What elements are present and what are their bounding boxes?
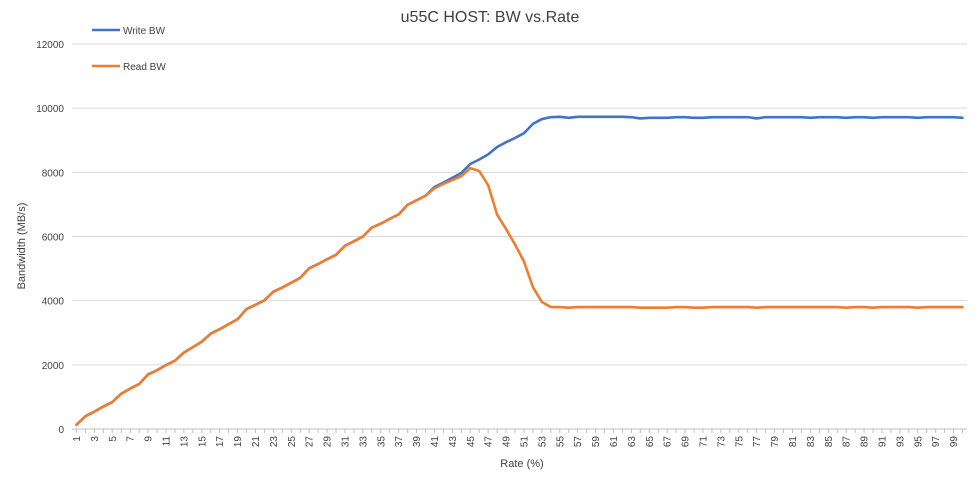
x-tick-label: 75 bbox=[734, 436, 745, 448]
chart-title: u55C HOST: BW vs.Rate bbox=[401, 9, 580, 26]
y-tick-label: 2000 bbox=[42, 361, 65, 372]
x-tick-label: 9 bbox=[144, 436, 155, 442]
x-tick-label: 87 bbox=[842, 436, 853, 448]
x-tick-label: 49 bbox=[502, 436, 513, 448]
x-tick-label: 27 bbox=[305, 436, 316, 448]
x-tick-label: 37 bbox=[394, 436, 405, 448]
x-tick-label: 47 bbox=[484, 436, 495, 448]
x-tick-label: 67 bbox=[663, 436, 674, 448]
y-tick-label: 8000 bbox=[42, 168, 65, 179]
x-tick-label: 53 bbox=[537, 436, 548, 448]
x-tick-label: 7 bbox=[126, 436, 137, 442]
x-tick-label: 59 bbox=[591, 436, 602, 448]
x-tick-label: 69 bbox=[681, 436, 692, 448]
x-tick-label: 1 bbox=[72, 436, 83, 442]
y-tick-label: 10000 bbox=[36, 104, 64, 115]
y-tick-label: 12000 bbox=[36, 40, 64, 51]
series-line-write-bw bbox=[75, 115, 964, 427]
x-tick-label: 51 bbox=[519, 436, 530, 448]
x-tick-label: 83 bbox=[806, 436, 817, 448]
x-tick-label: 57 bbox=[573, 436, 584, 448]
x-axis-label: Rate (%) bbox=[500, 458, 543, 470]
x-tick-label: 93 bbox=[895, 436, 906, 448]
x-tick-label: 39 bbox=[412, 436, 423, 448]
y-tick-label: 4000 bbox=[42, 297, 65, 308]
x-tick-label: 73 bbox=[716, 436, 727, 448]
x-tick-label: 95 bbox=[913, 436, 924, 448]
x-tick-label: 71 bbox=[698, 436, 709, 448]
y-axis-label: Bandwidth (MB/s) bbox=[16, 203, 28, 290]
x-tick-label: 41 bbox=[430, 436, 441, 448]
series-line-read-bw bbox=[75, 166, 964, 427]
x-tick-label: 45 bbox=[466, 436, 477, 448]
x-tick-label: 21 bbox=[251, 436, 262, 448]
x-tick-label: 89 bbox=[860, 436, 871, 448]
x-tick-label: 91 bbox=[877, 436, 888, 448]
x-tick-label: 63 bbox=[627, 436, 638, 448]
legend-label: Write BW bbox=[123, 26, 166, 37]
y-tick-labels: 0 2000 4000 6000 8000 10000 12000 bbox=[36, 40, 64, 436]
x-tick-label: 13 bbox=[179, 436, 190, 448]
series-lines bbox=[75, 115, 964, 427]
x-tick-label: 61 bbox=[609, 436, 620, 448]
x-tick-label: 77 bbox=[752, 436, 763, 448]
x-tick-label: 35 bbox=[376, 436, 387, 448]
legend: Write BW Read BW bbox=[92, 26, 166, 73]
x-tick-label: 81 bbox=[788, 436, 799, 448]
x-tick-label: 5 bbox=[108, 436, 119, 442]
x-tick-label: 99 bbox=[949, 436, 960, 448]
x-tick-label: 85 bbox=[824, 436, 835, 448]
x-tick-label: 23 bbox=[269, 436, 280, 448]
x-tick-labels: 1 3 5 7 9 11 13 15 17 19 21 23 25 27 29 31 33 35 37 39 41 43 4… bbox=[72, 429, 964, 448]
x-tick-label: 79 bbox=[770, 436, 781, 448]
y-tick-label: 0 bbox=[58, 425, 64, 436]
x-tick-label: 25 bbox=[287, 436, 298, 448]
x-tick-label: 97 bbox=[931, 436, 942, 448]
x-tick-label: 3 bbox=[90, 436, 101, 442]
x-tick-label: 33 bbox=[358, 436, 369, 448]
legend-label: Read BW bbox=[123, 62, 166, 73]
x-tick-label: 19 bbox=[233, 436, 244, 448]
x-tick-label: 15 bbox=[197, 436, 208, 448]
gridlines bbox=[72, 43, 967, 430]
x-tick-label: 29 bbox=[323, 436, 334, 448]
x-tick-label: 65 bbox=[645, 436, 656, 448]
y-tick-label: 6000 bbox=[42, 233, 65, 244]
x-tick-label: 55 bbox=[555, 436, 566, 448]
x-tick-label: 11 bbox=[161, 436, 172, 447]
x-tick-label: 17 bbox=[215, 436, 226, 448]
x-tick-label: 31 bbox=[340, 436, 351, 448]
x-tick-label: 43 bbox=[448, 436, 459, 448]
